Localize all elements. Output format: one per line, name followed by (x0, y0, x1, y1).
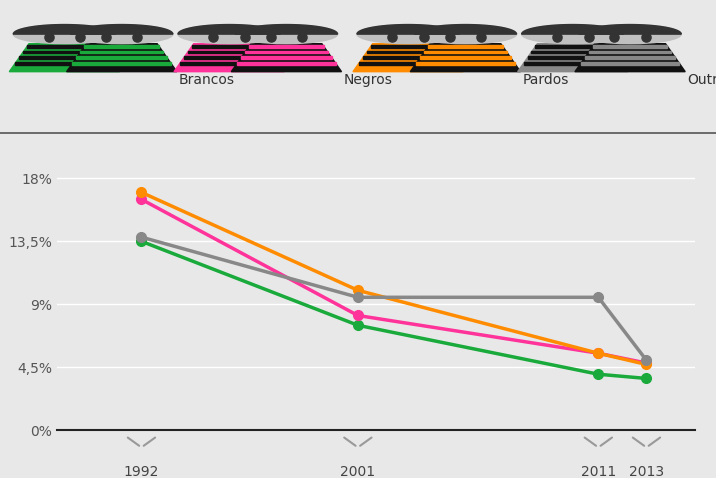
Polygon shape (72, 62, 171, 65)
Polygon shape (80, 51, 163, 54)
Polygon shape (19, 56, 110, 59)
Polygon shape (414, 24, 517, 34)
Polygon shape (371, 45, 445, 48)
Text: 2001: 2001 (340, 465, 375, 478)
Polygon shape (523, 62, 622, 65)
Polygon shape (23, 51, 106, 54)
Polygon shape (428, 45, 503, 48)
Polygon shape (9, 43, 120, 72)
Polygon shape (27, 45, 102, 48)
Polygon shape (357, 24, 460, 34)
Circle shape (178, 24, 281, 43)
Polygon shape (518, 43, 628, 72)
Polygon shape (420, 56, 511, 59)
Circle shape (70, 24, 173, 43)
Text: 2011: 2011 (581, 465, 616, 478)
Circle shape (579, 24, 682, 43)
Polygon shape (528, 56, 618, 59)
Polygon shape (536, 45, 610, 48)
Polygon shape (188, 51, 271, 54)
Polygon shape (579, 24, 682, 34)
Polygon shape (67, 43, 177, 72)
Circle shape (357, 24, 460, 43)
Polygon shape (235, 24, 338, 34)
Polygon shape (237, 62, 336, 65)
Polygon shape (249, 45, 324, 48)
Polygon shape (84, 45, 159, 48)
Circle shape (13, 24, 116, 43)
Text: Negros: Negros (344, 73, 392, 87)
Polygon shape (585, 56, 675, 59)
Polygon shape (575, 43, 685, 72)
Polygon shape (367, 51, 450, 54)
Polygon shape (353, 43, 463, 72)
Circle shape (414, 24, 517, 43)
Text: Brancos: Brancos (179, 73, 235, 87)
Polygon shape (241, 56, 332, 59)
Polygon shape (231, 43, 342, 72)
Polygon shape (424, 51, 507, 54)
Polygon shape (70, 24, 173, 34)
Text: Outros: Outros (687, 73, 716, 87)
Polygon shape (77, 56, 167, 59)
Polygon shape (174, 43, 284, 72)
Polygon shape (581, 62, 679, 65)
Polygon shape (245, 51, 328, 54)
Circle shape (522, 24, 624, 43)
Polygon shape (180, 62, 279, 65)
Circle shape (235, 24, 338, 43)
Polygon shape (521, 24, 624, 34)
Polygon shape (15, 62, 114, 65)
Polygon shape (589, 51, 672, 54)
Polygon shape (416, 62, 515, 65)
Polygon shape (531, 51, 614, 54)
Polygon shape (178, 24, 281, 34)
Polygon shape (192, 45, 266, 48)
Text: 2013: 2013 (629, 465, 664, 478)
Polygon shape (363, 56, 453, 59)
Text: 1992: 1992 (124, 465, 159, 478)
Polygon shape (410, 43, 521, 72)
Text: Pardos: Pardos (523, 73, 569, 87)
Polygon shape (359, 62, 458, 65)
Polygon shape (593, 45, 667, 48)
Polygon shape (13, 24, 116, 34)
Polygon shape (184, 56, 274, 59)
